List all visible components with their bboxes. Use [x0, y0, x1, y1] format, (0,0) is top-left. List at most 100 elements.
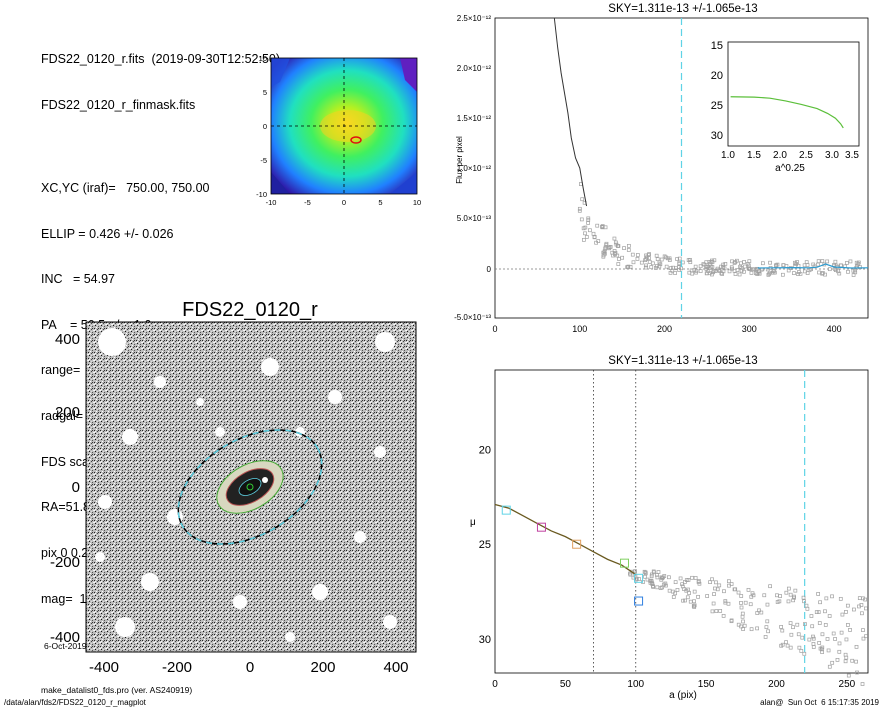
inset-xtick: 2.0 [773, 150, 787, 161]
thumb-xtick: 5 [378, 198, 382, 207]
flux-point [586, 218, 591, 222]
flux-point [742, 260, 746, 264]
flux-point [727, 269, 732, 274]
sb-point [692, 605, 697, 609]
program-line: make_datalist0_fds.pro (ver. AS240919) [41, 684, 193, 695]
image-xtick: -200 [162, 659, 192, 676]
sb-point [854, 644, 859, 649]
sb-point [786, 586, 791, 591]
flux-point [627, 243, 631, 248]
flux-point [737, 272, 742, 277]
sb-point [765, 602, 770, 607]
inset-ytick: 20 [711, 70, 723, 82]
inset-ytick: 15 [711, 40, 723, 52]
thumb-peak [350, 136, 362, 144]
sb-point [830, 594, 834, 599]
thumb-xtick: -10 [266, 198, 277, 207]
flux-point [657, 260, 662, 265]
flux-point [816, 262, 820, 267]
flux-point [659, 257, 664, 262]
image-title: FDS22_0120_r [182, 299, 318, 321]
sb-point [680, 582, 684, 587]
inset-curve [730, 96, 844, 129]
thumb-ytick: 0 [263, 122, 267, 131]
sb-point [805, 606, 810, 611]
sb-point [855, 670, 859, 675]
sb-point [685, 595, 690, 600]
image-ytick: 400 [55, 331, 80, 348]
sb-point [775, 593, 779, 598]
flux-point [774, 263, 779, 267]
sb-point [833, 637, 837, 641]
sb-point [827, 614, 832, 618]
sb-point [846, 623, 850, 627]
thumb-corner-bl [271, 172, 290, 194]
sb-point [710, 609, 715, 614]
sb-point [837, 641, 842, 646]
sb-point [664, 583, 668, 588]
flux-point [811, 262, 816, 267]
flux-point [595, 223, 600, 228]
flux-point [667, 256, 672, 261]
sb-point [746, 587, 751, 592]
sb-point [648, 580, 653, 585]
inset-xtick: 2.5 [799, 150, 813, 161]
sb-point [714, 609, 719, 613]
flux-point [616, 262, 621, 266]
flux-point [760, 261, 765, 266]
sb-point [804, 603, 809, 608]
inset-xtick: 1.5 [747, 150, 761, 161]
flux-point [607, 245, 612, 250]
flux-point [654, 266, 658, 270]
flux-point [654, 253, 659, 258]
sb-point [863, 597, 867, 602]
flux-point [709, 264, 714, 269]
flux-point [717, 269, 722, 273]
sb-point [750, 591, 755, 596]
image-xtick: 0 [246, 659, 254, 676]
sb-point [816, 592, 820, 596]
sb-point [826, 648, 831, 653]
thumb-corner-tl [271, 58, 290, 87]
sb-point [748, 602, 753, 607]
sb-xlabel: a (pix) [669, 690, 697, 700]
mask-line: FDS22_0120_r_finmask.fits [41, 98, 196, 113]
flux-point [845, 261, 849, 265]
sb-point [755, 611, 760, 615]
flux-point [584, 235, 589, 239]
flux-profile-chart: SKY=1.311e-13 +/-1.065e-13 Flux per pixe… [454, 3, 869, 334]
sb-point [651, 585, 656, 589]
sb-point [827, 664, 832, 669]
flux-point [704, 267, 709, 271]
image-xtick: 200 [310, 659, 335, 676]
sb-point [759, 610, 764, 615]
flux-point [804, 260, 809, 265]
flux-point [793, 260, 797, 265]
sb-xtick: 200 [768, 679, 785, 690]
sb-point [755, 626, 759, 631]
sb-point [843, 659, 848, 664]
sb-point [788, 621, 793, 625]
flux-point [710, 260, 715, 264]
sb-point [824, 596, 829, 601]
flux-point [674, 266, 678, 271]
image-frame [85, 321, 417, 653]
radgal-ellipse [177, 429, 323, 545]
flux-point [603, 245, 608, 250]
sb-point [857, 604, 861, 609]
sb-point [666, 575, 671, 580]
flux-point [635, 253, 640, 257]
sb-point [861, 636, 866, 641]
param-inc: INC = 54.97 [41, 272, 115, 287]
flux-point [720, 272, 725, 276]
inset-xtick: 1.0 [721, 150, 735, 161]
thumb-ytick: 10 [259, 54, 267, 63]
sb-point [784, 640, 788, 645]
flux-point [600, 224, 604, 229]
flux-point [620, 255, 625, 260]
sb-point [721, 613, 726, 618]
flux-point [647, 260, 652, 264]
thumbnail-map: -10 -5 0 5 10 10 5 0 -5 -10 [256, 54, 421, 207]
flux-point [675, 257, 679, 261]
sb-point [803, 622, 807, 626]
